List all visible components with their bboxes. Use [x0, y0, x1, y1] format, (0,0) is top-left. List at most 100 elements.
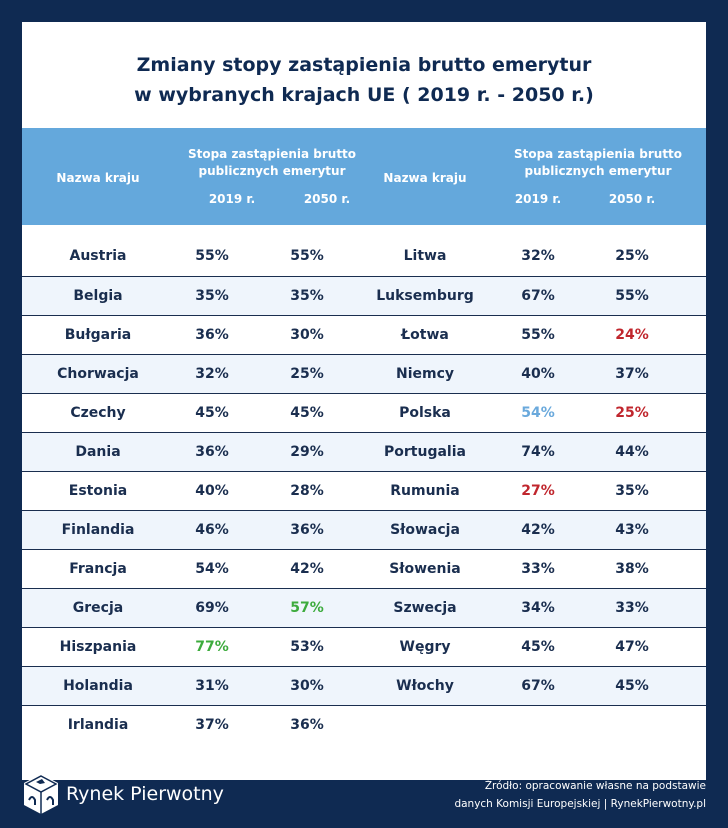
value-cell-v2019: 45%	[521, 639, 555, 655]
value-cell-v2019: 67%	[521, 288, 555, 304]
value-cell-v2019: 36%	[195, 327, 229, 343]
col-rate: Stopa zastąpienia brutto publicznych emer…	[187, 147, 357, 178]
value-cell-v2019: 54%	[521, 405, 555, 421]
country-cell: Niemcy	[395, 366, 455, 382]
country-cell: Grecja	[72, 600, 124, 616]
country-cell: Francja	[69, 561, 127, 577]
infographic-card: Zmiany stopy zastąpienia brutto emerytur…	[22, 22, 706, 780]
value-cell-v2050: 53%	[290, 639, 324, 655]
cube-logo-icon	[24, 774, 58, 814]
value-cell-v2050: 44%	[615, 444, 649, 460]
country-cell: Łotwa	[401, 327, 449, 343]
country-cell: Portugalia	[384, 444, 466, 460]
table-row: Dania 36% 29% Portugalia 74% 44%	[22, 432, 706, 471]
country-cell: Rumunia	[390, 483, 460, 499]
page-title: Zmiany stopy zastąpienia brutto emerytur…	[134, 54, 594, 106]
value-cell-v2050: 25%	[615, 405, 649, 421]
value-cell-v2019: 36%	[195, 444, 229, 460]
value-cell-v2050: 35%	[615, 483, 649, 499]
value-cell-v2050: 30%	[290, 678, 324, 694]
country-cell: Litwa	[403, 248, 447, 264]
value-cell-v2050: 38%	[615, 561, 649, 577]
value-cell-v2019: 54%	[195, 561, 229, 577]
value-cell-v2019: 55%	[195, 248, 229, 264]
table-row: Finlandia 46% 36% Słowacja 42% 43%	[22, 510, 706, 549]
table-row: Francja 54% 42% Słowenia 33% 38%	[22, 549, 706, 588]
table-row: Holandia 31% 30% Włochy 67% 45%	[22, 666, 706, 705]
value-cell-v2019: 32%	[521, 248, 555, 264]
value-cell-v2050: 47%	[615, 639, 649, 655]
value-cell-v2019: 67%	[521, 678, 555, 694]
table-row: Grecja 69% 57% Szwecja 34% 33%	[22, 588, 706, 627]
table-row: Czechy 45% 45% Polska 54% 25%	[22, 393, 706, 432]
country-cell: Włochy	[396, 678, 454, 694]
value-cell-v2019: 55%	[521, 327, 555, 343]
table-row: Chorwacja 32% 25% Niemcy 40% 37%	[22, 354, 706, 393]
country-cell: Holandia	[63, 678, 133, 694]
table-row: Bułgaria 36% 30% Łotwa 55% 24%	[22, 315, 706, 354]
value-cell-v2019: 27%	[521, 483, 555, 499]
value-cell-v2050: 29%	[290, 444, 324, 460]
value-cell-v2050: 30%	[290, 327, 324, 343]
value-cell-v2050: 28%	[290, 483, 324, 499]
col-country-right: Nazwa kraju	[383, 171, 467, 185]
value-cell-v2050: 42%	[290, 561, 324, 577]
country-cell: Słowenia	[389, 561, 461, 577]
country-cell: Belgia	[73, 288, 123, 304]
country-cell: Szwecja	[393, 600, 457, 616]
value-cell-v2019: 33%	[521, 561, 555, 577]
country-cell: Czechy	[70, 405, 126, 421]
col-2019-right: 2019 r.	[514, 192, 562, 206]
value-cell-v2050: 25%	[290, 366, 324, 382]
country-cell: Słowacja	[390, 522, 460, 538]
value-cell-v2050: 24%	[615, 327, 649, 343]
logo: Rynek Pierwotny	[22, 772, 224, 816]
country-cell: Hiszpania	[59, 639, 137, 655]
col-rate-right: Stopa zastąpienia brutto publicznych emer…	[513, 147, 683, 178]
country-cell: Polska	[399, 405, 451, 421]
value-cell-v2019: 32%	[195, 366, 229, 382]
table-row: Hiszpania 77% 53% Węgry 45% 47%	[22, 627, 706, 666]
value-cell-v2050: 36%	[290, 717, 324, 733]
table-row: Belgia 35% 35% Luksemburg 67% 55%	[22, 276, 706, 315]
value-cell-v2019: 34%	[521, 600, 555, 616]
col-2050: 2050 r.	[303, 192, 351, 206]
country-cell: Węgry	[399, 639, 451, 655]
value-cell-v2019: 31%	[195, 678, 229, 694]
value-cell-v2019: 40%	[521, 366, 555, 382]
country-cell: Dania	[75, 444, 121, 460]
value-cell-v2019: 46%	[195, 522, 229, 538]
col-2050-right: 2050 r.	[608, 192, 656, 206]
value-cell-v2050: 45%	[290, 405, 324, 421]
table-row: Estonia 40% 28% Rumunia 27% 35%	[22, 471, 706, 510]
value-cell-v2019: 42%	[521, 522, 555, 538]
value-cell-v2050: 43%	[615, 522, 649, 538]
table-body: Austria 55% 55% Litwa 32% 25% Belgia 35% 35% Luks…	[22, 237, 706, 744]
country-cell: Finlandia	[61, 522, 135, 538]
value-cell-v2019: 69%	[195, 600, 229, 616]
value-cell-v2050: 35%	[290, 288, 324, 304]
value-cell-v2019: 40%	[195, 483, 229, 499]
table-row: Austria 55% 55% Litwa 32% 25%	[22, 237, 706, 276]
value-cell-v2050: 55%	[290, 248, 324, 264]
value-cell-v2050: 57%	[290, 600, 324, 616]
value-cell-v2019: 77%	[195, 639, 229, 655]
source-note: Źródło: opracowanie własne na podstawie d…	[454, 780, 706, 810]
table-row: Irlandia 37% 36%	[22, 705, 706, 744]
value-cell-v2050: 25%	[615, 248, 649, 264]
country-cell: Chorwacja	[57, 366, 139, 382]
value-cell-v2019: 45%	[195, 405, 229, 421]
value-cell-v2019: 74%	[521, 444, 555, 460]
country-cell: Bułgaria	[64, 327, 132, 343]
value-cell-v2019: 37%	[195, 717, 229, 733]
value-cell-v2050: 37%	[615, 366, 649, 382]
value-cell-v2050: 45%	[615, 678, 649, 694]
table-header: Nazwa kraju Stopa zastąpienia brutto publ…	[22, 128, 706, 225]
col-country: Nazwa kraju	[56, 171, 140, 185]
value-cell-v2019: 35%	[195, 288, 229, 304]
country-cell: Irlandia	[67, 717, 129, 733]
value-cell-v2050: 33%	[615, 600, 649, 616]
country-cell: Luksemburg	[376, 288, 474, 304]
value-cell-v2050: 55%	[615, 288, 649, 304]
country-cell: Austria	[69, 248, 127, 264]
